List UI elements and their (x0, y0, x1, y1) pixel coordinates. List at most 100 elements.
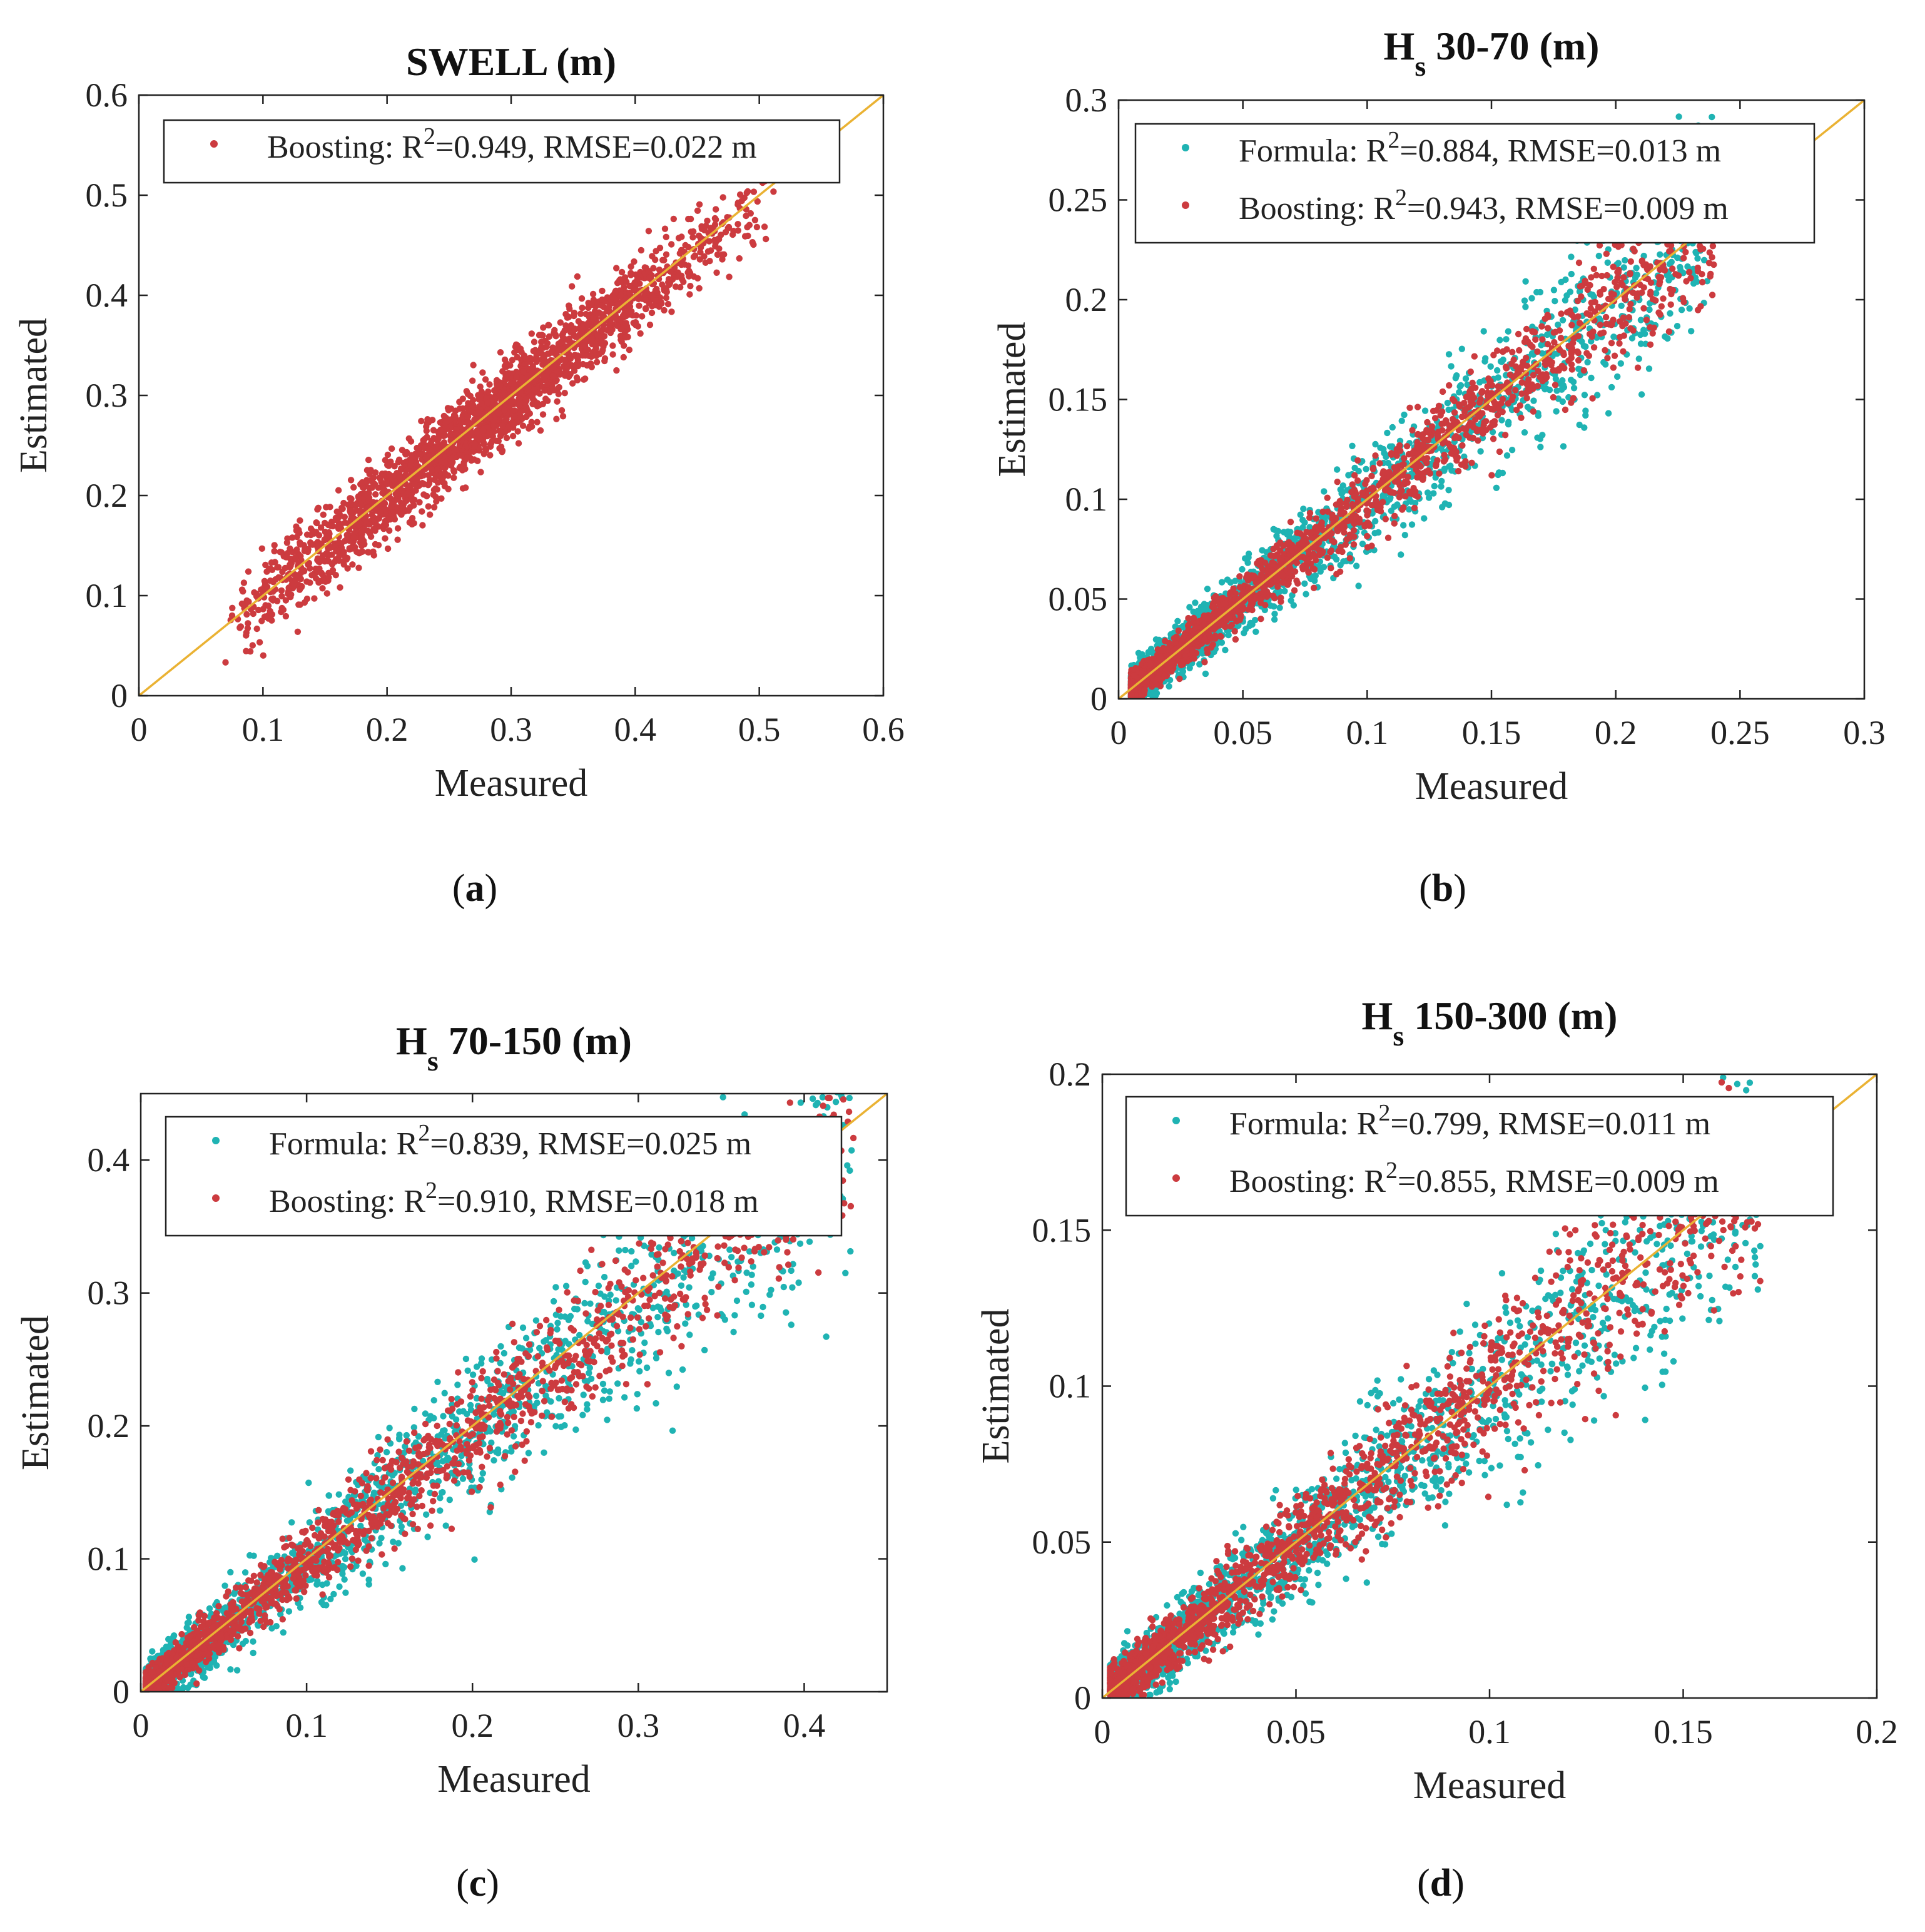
data-point (1495, 471, 1501, 479)
data-point (293, 523, 300, 530)
data-point (237, 623, 245, 630)
data-point (569, 283, 576, 290)
data-point (426, 476, 434, 484)
data-point (344, 565, 351, 572)
data-point (1635, 355, 1642, 362)
data-point (336, 524, 343, 531)
data-point (297, 541, 303, 548)
data-point (577, 310, 584, 317)
data-point (322, 519, 328, 527)
data-point (1496, 337, 1503, 343)
data-point (1380, 494, 1388, 501)
data-point (707, 247, 714, 254)
data-point (685, 243, 692, 251)
data-point (1301, 519, 1308, 526)
data-point (1456, 389, 1463, 396)
data-point (290, 581, 297, 587)
data-point (661, 307, 668, 314)
data-point (621, 342, 627, 349)
data-point (690, 228, 697, 235)
data-point (1614, 373, 1621, 380)
data-point (1552, 375, 1560, 382)
data-point (1596, 315, 1603, 322)
data-point (1277, 598, 1284, 605)
data-point (283, 554, 290, 561)
data-point (271, 547, 278, 555)
data-point (1559, 398, 1566, 405)
data-point (1674, 254, 1681, 262)
data-point (267, 565, 274, 572)
data-point (1553, 387, 1560, 394)
data-point (325, 574, 332, 581)
data-point (477, 436, 484, 443)
data-point (477, 469, 484, 475)
data-point (317, 558, 323, 566)
data-point (353, 501, 360, 507)
data-point (1608, 384, 1615, 391)
data-point (704, 217, 711, 225)
data-point (509, 432, 517, 440)
data-point (1684, 263, 1691, 270)
data-point (694, 207, 701, 214)
data-point (1445, 351, 1453, 358)
data-point (1575, 365, 1582, 372)
data-point (579, 304, 586, 312)
data-point (393, 504, 400, 511)
data-point (399, 487, 406, 494)
data-point (1615, 260, 1622, 267)
data-point (1297, 511, 1304, 518)
data-point (628, 308, 635, 315)
data-point (280, 606, 287, 613)
data-point (604, 327, 611, 334)
data-point (588, 364, 595, 370)
data-point (487, 452, 494, 459)
data-point (1482, 355, 1489, 362)
data-point (567, 371, 574, 378)
data-point (289, 534, 296, 541)
data-point (1202, 670, 1209, 678)
data-point (347, 477, 355, 484)
data-point (450, 468, 458, 475)
data-point (516, 401, 523, 409)
data-point (631, 258, 637, 265)
data-point (652, 287, 659, 294)
data-point (1558, 310, 1565, 317)
data-point (410, 502, 417, 509)
data-point (638, 313, 646, 320)
data-point (1575, 259, 1583, 267)
data-point (1595, 252, 1602, 260)
data-point (486, 415, 494, 422)
data-point (485, 388, 492, 395)
data-point (497, 432, 504, 440)
data-point (465, 400, 472, 407)
data-point (495, 409, 502, 417)
data-point (588, 301, 595, 308)
data-point (635, 295, 642, 302)
data-point (584, 320, 591, 327)
data-point (1588, 274, 1595, 281)
data-point (528, 330, 535, 337)
data-point (695, 232, 703, 239)
data-point (477, 383, 484, 390)
data-point (1424, 489, 1431, 496)
data-point (274, 564, 281, 571)
data-point (719, 251, 726, 258)
x-tick-label: 0.1 (242, 711, 285, 748)
data-point (1383, 453, 1389, 460)
data-point (544, 397, 551, 404)
data-point (581, 376, 587, 383)
data-point (1665, 328, 1673, 335)
data-point (666, 281, 673, 288)
data-point (1576, 288, 1583, 295)
data-point (258, 545, 265, 552)
data-point (511, 349, 518, 356)
data-point (245, 598, 252, 605)
data-point (627, 272, 634, 278)
data-point (1242, 626, 1249, 633)
data-point (636, 302, 643, 309)
data-point (464, 419, 470, 426)
data-point (238, 600, 245, 608)
data-point (367, 477, 374, 484)
y-tick-label: 0 (111, 677, 128, 714)
